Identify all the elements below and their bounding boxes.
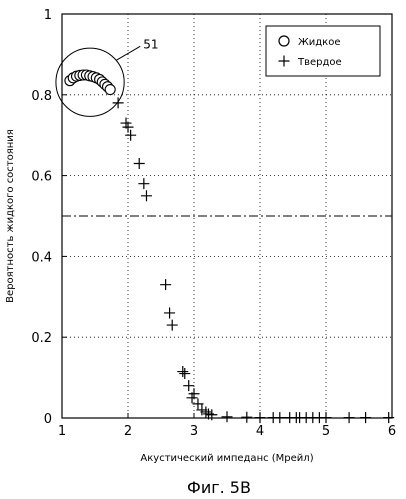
x-tick-label: 3 [190, 424, 198, 439]
data-point-plus [274, 412, 286, 424]
y-tick-label: 0.4 [31, 250, 52, 265]
data-point-plus [122, 121, 134, 133]
data-point-plus [177, 366, 189, 378]
data-point-plus [192, 398, 204, 410]
legend-label-solid: Твердое [297, 57, 342, 68]
annotation-leader-line [115, 45, 141, 61]
y-tick-label: 0.8 [31, 89, 52, 104]
data-point-plus [166, 319, 178, 331]
data-point-plus [320, 412, 332, 424]
data-point-plus [138, 178, 150, 190]
data-point-plus [160, 279, 172, 291]
data-point-plus [383, 412, 395, 424]
data-point-plus [125, 129, 137, 141]
x-axis-label: Акустический импеданс (Мрейл) [140, 453, 313, 464]
data-point-plus [179, 368, 191, 380]
data-point-plus [133, 157, 145, 169]
data-point-plus [112, 97, 124, 109]
x-tick-label: 5 [322, 424, 330, 439]
y-tick-label: 0 [44, 412, 52, 427]
data-point-plus [221, 411, 233, 423]
data-point-plus [183, 380, 195, 392]
annotation-label: 51 [143, 37, 158, 51]
data-point-plus [200, 406, 212, 418]
y-axis-label: Вероятность жидкого состояния [5, 129, 16, 303]
data-point-plus [360, 412, 372, 424]
annotation-circle [55, 47, 125, 117]
legend: Жидкое Твердое [265, 25, 381, 77]
y-tick-label: 0.6 [31, 170, 52, 185]
x-tick-label: 2 [124, 424, 132, 439]
annotation-group: 51 [55, 37, 158, 117]
y-tick-label: 1 [44, 8, 52, 23]
data-point-plus [164, 307, 176, 319]
data-point-circle [104, 83, 116, 96]
x-tick-label: 4 [256, 424, 264, 439]
data-point-plus [206, 409, 218, 421]
x-tick-label: 1 [58, 424, 66, 439]
data-point-plus [140, 190, 152, 202]
grid-lines [62, 14, 392, 418]
axis-ticks: 1 2 3 4 5 6 0 0.2 0.4 0.6 0.8 1 [31, 8, 396, 439]
figure-caption: Фиг. 5B [187, 478, 251, 497]
data-point-plus [254, 412, 266, 424]
legend-circle-marker-icon [278, 35, 290, 47]
legend-box [265, 25, 381, 77]
y-tick-label: 0.2 [31, 331, 52, 346]
data-point-plus [343, 412, 355, 424]
data-marks [64, 69, 395, 424]
legend-label-liquid: Жидкое [298, 37, 341, 48]
x-tick-label: 6 [388, 424, 396, 439]
data-point-plus [241, 411, 253, 423]
legend-plus-marker-icon [278, 55, 290, 67]
data-point-plus [188, 388, 200, 400]
